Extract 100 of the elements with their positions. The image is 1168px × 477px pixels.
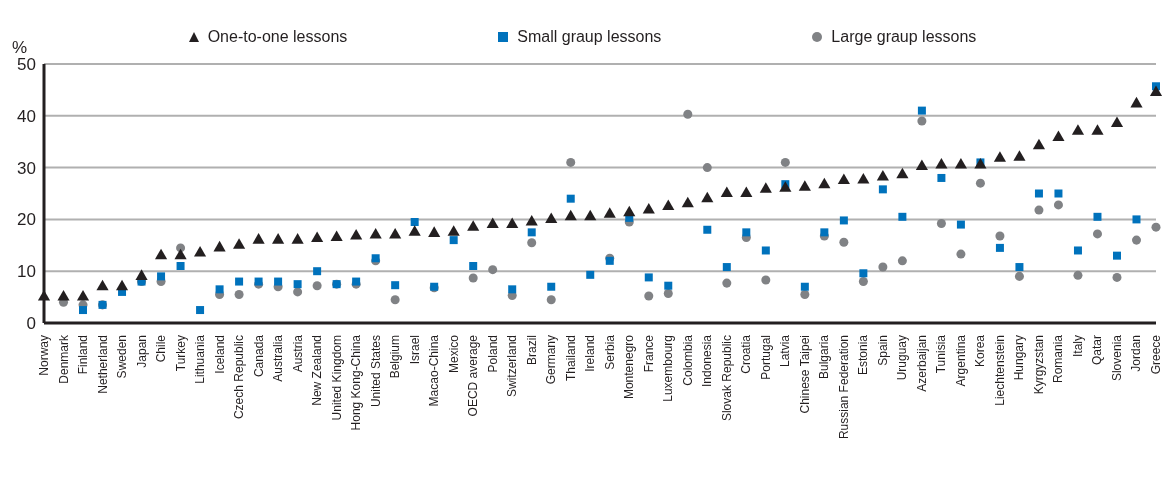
y-tick-label: 40	[17, 106, 36, 126]
x-tick-label: Turkey	[173, 335, 188, 372]
point	[703, 225, 712, 234]
point	[508, 285, 517, 294]
point	[1149, 85, 1163, 96]
point	[1071, 124, 1085, 135]
point	[936, 219, 946, 229]
point	[586, 270, 595, 279]
x-tick-label: Thailand	[563, 335, 578, 382]
point	[488, 265, 498, 275]
point	[995, 231, 1005, 241]
point	[1014, 271, 1024, 281]
point	[1054, 189, 1063, 198]
x-tick-label: Bulgaria	[817, 334, 832, 380]
x-tick-label: Hungary	[1012, 335, 1027, 381]
point	[896, 167, 909, 179]
x-tick-label: Australia	[271, 334, 286, 382]
x-tick-label: Netherland	[95, 335, 110, 394]
x-tick-label: Finland	[76, 335, 91, 375]
x-tick-label: Chinese Taipei	[797, 335, 812, 414]
point	[1132, 215, 1141, 224]
x-tick-label: Austria	[290, 334, 305, 373]
point	[213, 240, 226, 252]
x-tick-label: Canada	[251, 334, 266, 378]
x-tick-label: Sweden	[115, 335, 130, 379]
point	[233, 238, 246, 249]
point	[820, 228, 829, 237]
point	[96, 279, 109, 291]
x-tick-label: Italy	[1070, 335, 1085, 358]
point	[545, 212, 558, 223]
y-axis-title: %	[12, 38, 28, 58]
x-tick-label: Korea	[973, 334, 988, 368]
x-tick-label: Slovenia	[1109, 334, 1124, 382]
point	[858, 277, 868, 287]
point	[1151, 222, 1161, 232]
point	[311, 231, 324, 243]
point	[76, 290, 90, 301]
point	[1091, 124, 1104, 135]
x-tick-label: Indonesia	[700, 334, 715, 388]
point	[390, 295, 400, 305]
point	[663, 288, 673, 298]
point	[428, 226, 441, 237]
x-tick-label: Iceland	[212, 335, 227, 374]
x-tick-label: Brazil	[524, 335, 539, 366]
x-tick-label: Macao-China	[427, 334, 442, 407]
point	[761, 246, 770, 255]
point	[486, 217, 499, 229]
x-tick-label: Hong Kong-China	[349, 334, 364, 431]
x-tick-label: Luxembourg	[661, 335, 676, 402]
point	[546, 295, 556, 305]
point	[742, 228, 751, 237]
point	[702, 163, 712, 173]
legend-label: Small graup lessons	[516, 28, 662, 46]
x-tick-label: Kyrgyzstan	[1031, 335, 1046, 395]
x-tick-label: Japan	[134, 335, 149, 368]
point	[293, 280, 302, 289]
point	[467, 220, 480, 231]
x-tick-label: Switzerland	[505, 335, 520, 398]
point	[740, 186, 753, 198]
x-tick-label: Liechtenstein	[992, 335, 1007, 406]
point	[291, 233, 304, 244]
point	[915, 159, 928, 171]
x-tick-label: Czech Republic	[232, 335, 247, 420]
point	[1093, 212, 1102, 221]
point	[603, 207, 616, 218]
y-tick-label: 20	[17, 210, 36, 230]
point	[1110, 116, 1124, 128]
point	[662, 199, 675, 210]
point	[839, 237, 849, 247]
point	[937, 173, 946, 182]
point	[759, 182, 772, 193]
x-tick-label: Israel	[407, 335, 422, 365]
point	[252, 233, 265, 244]
x-tick-label: Uruguay	[895, 335, 910, 381]
point	[410, 217, 419, 226]
x-tick-label: United Kingdom	[329, 335, 344, 421]
x-tick-label: Argentina	[953, 334, 968, 387]
x-tick-label: Qatar	[1090, 335, 1105, 366]
point	[720, 186, 733, 198]
point	[681, 196, 694, 208]
point	[1053, 200, 1063, 210]
x-tick-label: Denmark	[56, 334, 71, 384]
point	[1112, 272, 1122, 282]
legend-label: One-to-one lessons	[206, 28, 348, 46]
point	[135, 269, 148, 280]
point	[1013, 150, 1026, 161]
point	[1073, 246, 1082, 255]
y-tick-label: 10	[17, 262, 36, 282]
point	[525, 214, 538, 226]
point	[447, 225, 460, 236]
point	[391, 281, 400, 290]
x-tick-label: Jordan	[1129, 335, 1144, 372]
point	[701, 191, 714, 203]
point	[1032, 138, 1046, 150]
point	[839, 216, 848, 225]
point	[564, 209, 577, 221]
point	[174, 248, 187, 260]
point	[1034, 205, 1044, 215]
point	[722, 278, 732, 288]
point	[1112, 251, 1121, 260]
